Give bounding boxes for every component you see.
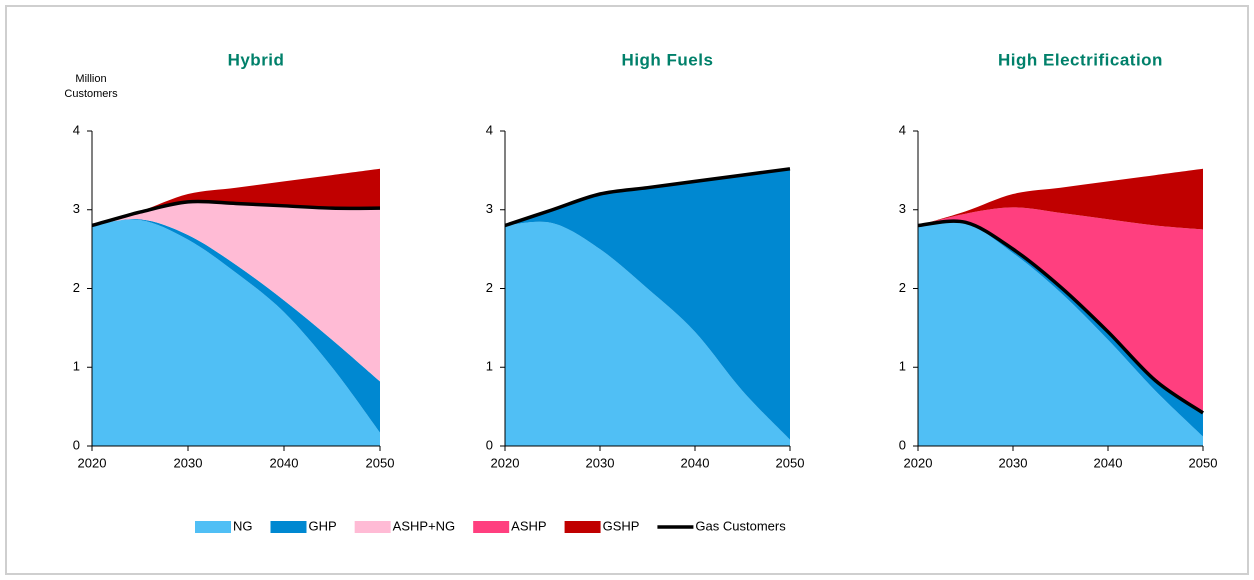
- y-tick-label: 4: [486, 122, 493, 137]
- x-tick-label: 2030: [586, 455, 615, 470]
- y-tick-label: 4: [73, 122, 80, 137]
- legend-swatch: [473, 521, 510, 533]
- area: [505, 221, 790, 446]
- x-tick-label: 2040: [1094, 455, 1123, 470]
- frame: [5, 5, 1249, 575]
- chart-title: Hybrid: [228, 50, 285, 69]
- area: [92, 219, 380, 446]
- x-tick-label: 2020: [904, 455, 933, 470]
- area: [92, 168, 380, 226]
- legend-swatch: [564, 521, 601, 533]
- legend-label: NG: [233, 518, 253, 533]
- y-tick-label: 3: [73, 201, 80, 216]
- x-tick-label: 2040: [681, 455, 710, 470]
- area: [918, 207, 1203, 413]
- line: [91, 199, 381, 228]
- line: [917, 219, 1204, 415]
- x-tick-label: 2020: [491, 455, 520, 470]
- y-tick-label: 2: [486, 280, 493, 295]
- x-tick-label: 2050: [776, 455, 805, 470]
- x-tick-label: 2050: [366, 455, 395, 470]
- x-tick-label: 2040: [270, 455, 299, 470]
- area: [92, 201, 380, 382]
- y-tick-label: 1: [486, 359, 493, 374]
- legend-label: ASHP: [511, 518, 546, 533]
- y-tick-label: 3: [486, 201, 493, 216]
- area: [918, 221, 1203, 446]
- legend-swatch: [270, 521, 307, 533]
- line: [504, 167, 791, 228]
- legend-swatch: [195, 521, 231, 533]
- y-tick-label: 2: [73, 280, 80, 295]
- y-axis-label: Million Customers: [64, 73, 118, 100]
- y-tick-label: 4: [899, 122, 906, 137]
- legend-label: ASHP+NG: [393, 518, 456, 533]
- y-tick-label: 2: [899, 280, 906, 295]
- x-tick-label: 2030: [999, 455, 1028, 470]
- legend-swatch: [354, 521, 391, 533]
- area: [918, 168, 1203, 230]
- x-tick-label: 2050: [1189, 455, 1218, 470]
- x-tick-label: 2020: [78, 455, 107, 470]
- legend-label: Gas Customers: [695, 518, 786, 533]
- area: [505, 168, 790, 440]
- y-tick-label: 3: [899, 201, 906, 216]
- legend-label: GHP: [309, 518, 337, 533]
- chart-title: High Electrification: [998, 50, 1163, 69]
- x-tick-label: 2030: [174, 455, 203, 470]
- legend-label: GSHP: [603, 518, 640, 533]
- y-tick-label: 1: [73, 359, 80, 374]
- y-tick-label: 0: [486, 437, 493, 452]
- y-tick-label: 1: [899, 359, 906, 374]
- y-tick-label: 0: [73, 437, 80, 452]
- y-tick-label: 0: [899, 437, 906, 452]
- chart-title: High Fuels: [622, 50, 714, 69]
